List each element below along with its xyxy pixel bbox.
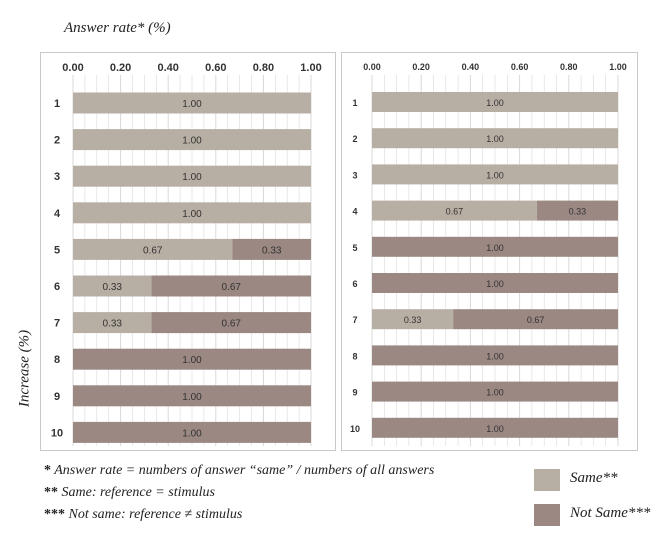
category-label: 10 — [51, 427, 63, 439]
category-label: 5 — [54, 244, 60, 256]
bar-value-label: 1.00 — [182, 99, 202, 110]
x-tick-label: 1.00 — [609, 62, 627, 72]
bar-value-label: 0.67 — [143, 245, 163, 256]
category-label: 6 — [54, 281, 60, 293]
bar-same — [372, 164, 618, 185]
bar-same — [372, 128, 618, 149]
category-label: 8 — [352, 351, 357, 361]
bar-value-label: 0.67 — [527, 315, 545, 325]
footnote-3: *** Not same: reference ≠ stimulus — [44, 507, 243, 522]
bar-value-label: 1.00 — [486, 98, 504, 108]
bar-value-label: 1.00 — [182, 172, 202, 183]
footnotes: * Answer rate = numbers of answer “same”… — [44, 460, 434, 526]
bar-same — [73, 129, 311, 151]
bar-value-label: 1.00 — [486, 351, 504, 361]
bar-value-label: 1.00 — [182, 428, 202, 439]
category-label: 2 — [352, 134, 357, 144]
category-label: 3 — [54, 171, 60, 183]
bar-not-same — [73, 385, 311, 407]
bar-not-same — [73, 348, 311, 370]
category-label: 5 — [352, 243, 357, 253]
bar-value-label: 1.00 — [486, 424, 504, 434]
bar-value-label: 1.00 — [486, 243, 504, 253]
footnote-2: ** Same: reference = stimulus — [44, 485, 215, 500]
bar-same — [73, 92, 311, 114]
bar-same — [73, 238, 233, 260]
x-tick-label: 0.80 — [560, 62, 578, 72]
bar-not-same — [536, 200, 618, 221]
bar-not-same — [372, 417, 618, 438]
legend-swatch-not-same — [534, 504, 560, 526]
x-tick-label: 0.00 — [62, 62, 83, 74]
bar-not-same — [151, 275, 311, 297]
bar-value-label: 0.33 — [103, 282, 123, 293]
bar-value-label: 0.33 — [262, 245, 282, 256]
category-label: 7 — [54, 318, 60, 330]
bar-same — [73, 275, 152, 297]
category-label: 1 — [54, 98, 60, 110]
x-tick-label: 0.00 — [363, 62, 381, 72]
bar-not-same — [372, 381, 618, 402]
legend-label-not-same: Not Same*** — [570, 505, 651, 521]
x-tick-label: 0.80 — [253, 62, 274, 74]
bar-same — [73, 312, 152, 334]
chart-left-svg: 0.00 0.20 0.40 0.60 0.80 1.00 1 1.00 2 1.00 3 1.00 4… — [51, 62, 322, 446]
category-label: 8 — [54, 354, 60, 366]
chart-panel-left: 0.00 0.20 0.40 0.60 0.80 1.00 1 1.00 2 1.00 3 1.00 4… — [40, 52, 336, 451]
bar-value-label: 0.67 — [222, 319, 242, 330]
x-axis-title: Answer rate* (%) — [64, 20, 171, 36]
category-label: 1 — [352, 98, 357, 108]
bar-value-label: 0.33 — [103, 319, 123, 330]
bar-not-same — [372, 236, 618, 257]
bar-not-same — [73, 421, 311, 443]
legend-swatch-same — [534, 469, 560, 491]
chart-right-svg: 0.00 0.20 0.40 0.60 0.80 1.00 1 1.00 2 1.00 3 1.00 4… — [350, 62, 627, 446]
bar-not-same — [453, 309, 618, 330]
bar-same — [73, 165, 311, 187]
category-label: 6 — [352, 279, 357, 289]
bar-same — [372, 92, 618, 112]
x-tick-label: 0.60 — [511, 62, 529, 72]
category-label: 10 — [350, 424, 360, 434]
x-tick-label: 0.20 — [412, 62, 430, 72]
x-tick-label: 0.60 — [205, 62, 226, 74]
bar-value-label: 0.67 — [222, 282, 242, 293]
category-label: 9 — [352, 388, 357, 398]
x-tick-label: 0.20 — [110, 62, 131, 74]
category-label: 3 — [352, 170, 357, 180]
y-axis-title: Increase (%) — [16, 329, 33, 408]
bar-value-label: 1.00 — [182, 136, 202, 147]
bar-same — [372, 200, 537, 221]
bar-value-label: 0.33 — [404, 315, 422, 325]
category-label: 2 — [54, 135, 60, 147]
category-label: 4 — [54, 208, 61, 220]
chart-panel-right: 0.00 0.20 0.40 0.60 0.80 1.00 1 1.00 2 1.00 3 1.00 4… — [341, 52, 638, 451]
bar-value-label: 1.00 — [486, 279, 504, 289]
footnote-1: * Answer rate = numbers of answer “same”… — [44, 463, 435, 478]
bar-not-same — [151, 312, 311, 334]
bar-value-label: 0.67 — [446, 207, 464, 217]
x-tick-label: 1.00 — [300, 62, 321, 74]
bar-value-label: 0.33 — [569, 207, 587, 217]
bar-value-label: 1.00 — [182, 209, 202, 220]
x-tick-label: 0.40 — [157, 62, 178, 74]
category-label: 7 — [352, 315, 357, 325]
bar-value-label: 1.00 — [486, 388, 504, 398]
bar-same — [73, 202, 311, 224]
category-label: 9 — [54, 391, 60, 403]
legend-label-same: Same** — [570, 470, 618, 486]
bar-not-same — [372, 345, 618, 366]
bar-value-label: 1.00 — [182, 392, 202, 403]
bar-same — [372, 309, 454, 330]
bar-value-label: 1.00 — [486, 134, 504, 144]
x-tick-label: 0.40 — [462, 62, 480, 72]
bar-not-same — [232, 238, 311, 260]
bar-value-label: 1.00 — [486, 170, 504, 180]
bar-value-label: 1.00 — [182, 355, 202, 366]
bar-not-same — [372, 273, 618, 293]
category-label: 4 — [352, 207, 357, 217]
